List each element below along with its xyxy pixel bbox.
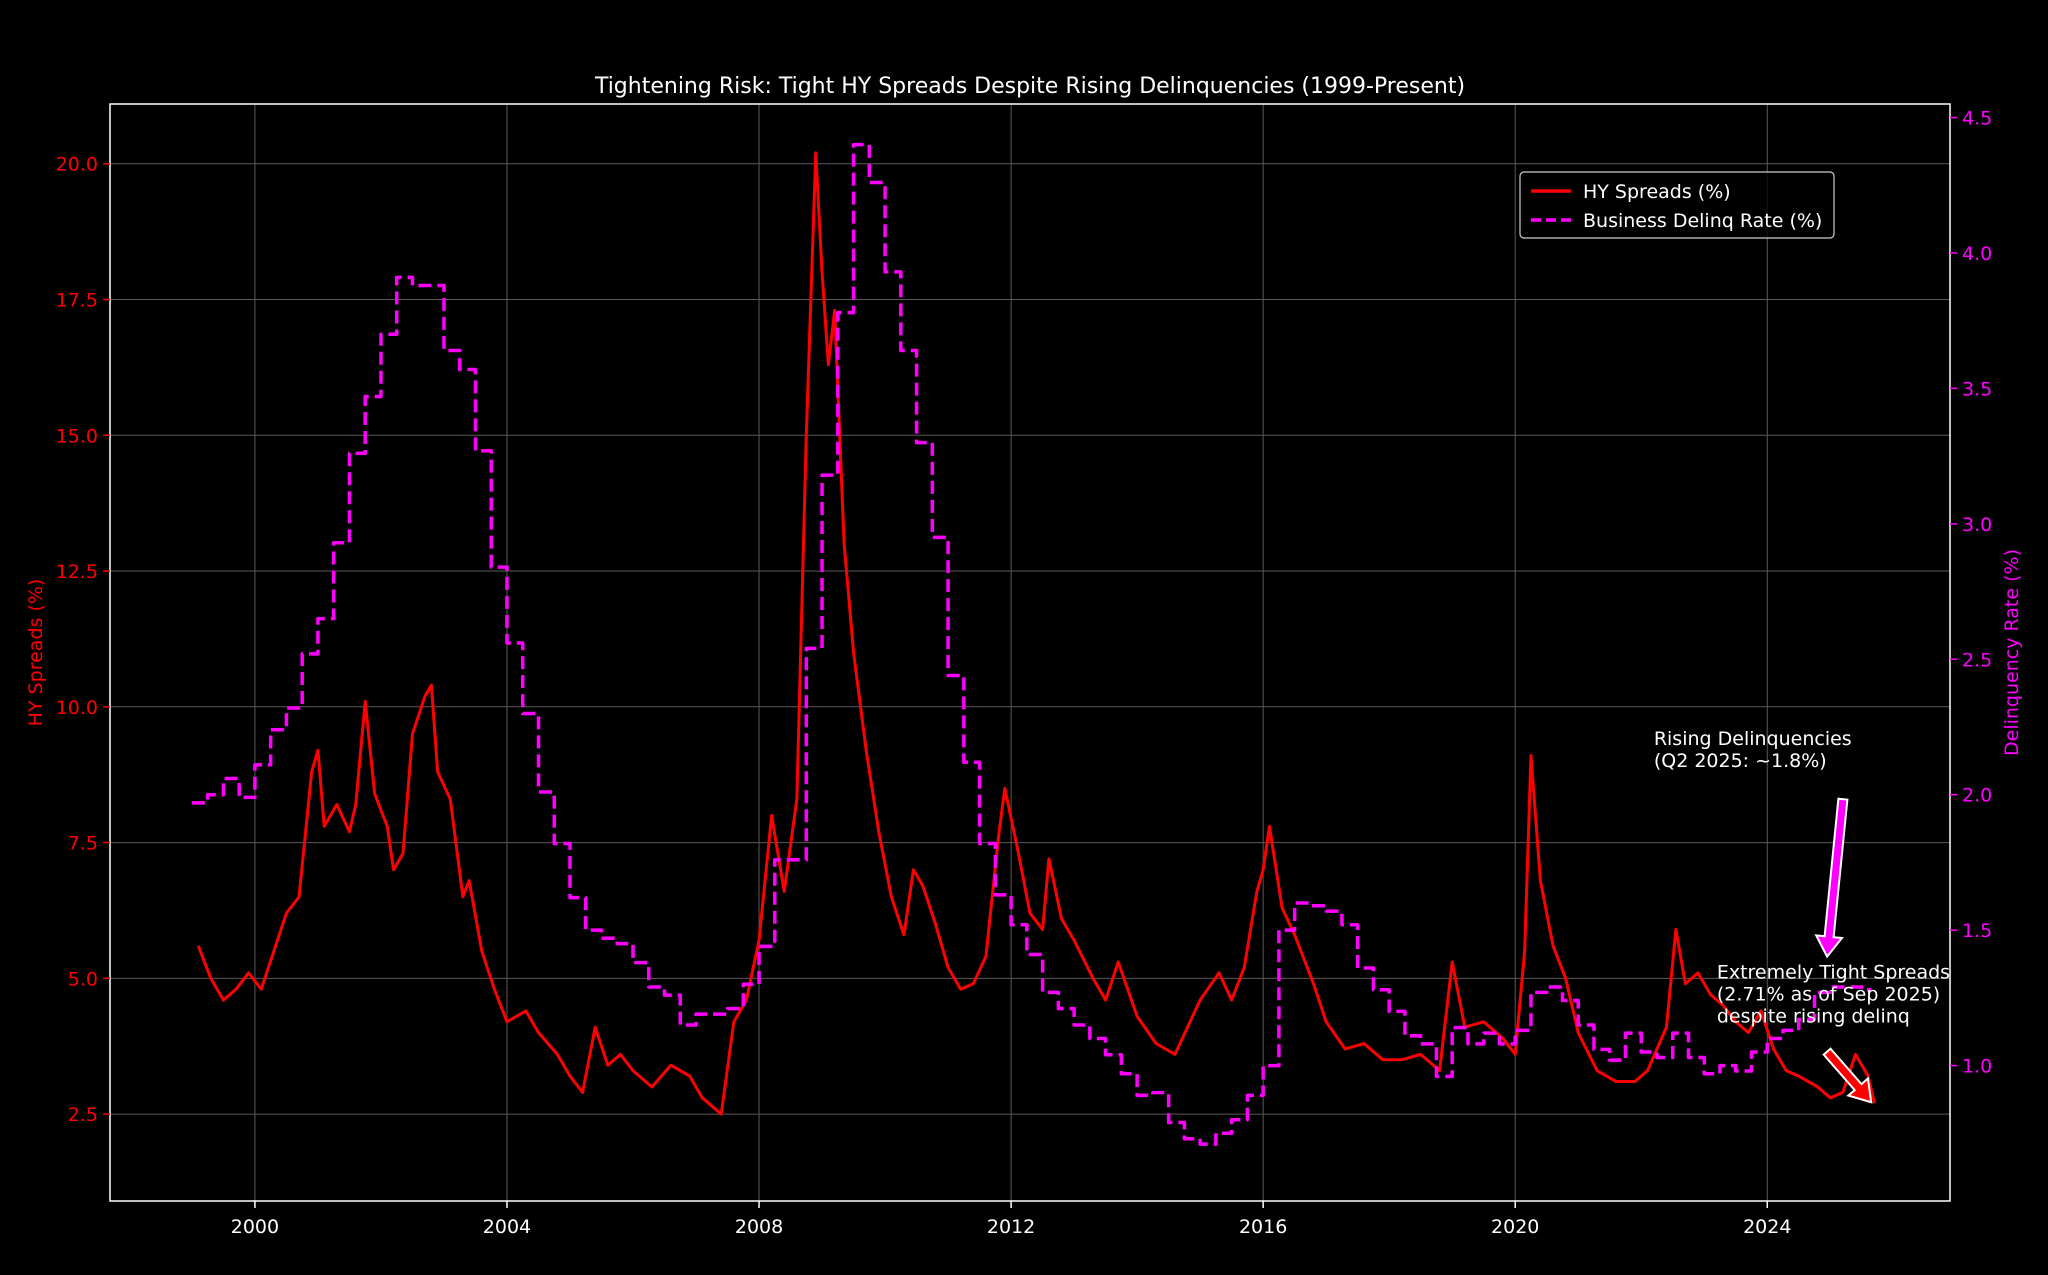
grid-lines [110,104,1950,1201]
x-tick-label: 2016 [1239,1216,1287,1238]
x-tick-label: 2004 [483,1216,531,1238]
y-left-tick-label: 17.5 [56,290,98,312]
annotation-arrow [1822,1047,1873,1104]
legend: HY Spreads (%) Business Delinq Rate (%) [1519,171,1835,239]
hy-spreads-line [196,151,1876,1116]
annotation-text-line: Extremely Tight Spreads [1717,961,1950,983]
y-left-tick-label: 5.0 [68,968,98,990]
y-left-tick-label: 20.0 [56,154,98,176]
legend-box [1519,171,1835,239]
plot-frame [109,103,1951,1202]
annotation-text-line: despite rising delinq [1717,1005,1910,1027]
annotation-arrow [1814,797,1849,959]
annotations: Rising Delinquencies(Q2 2025: ~1.8%) Extr… [1654,728,1950,1104]
y-right-axis-title: Delinquency Rate (%) [2001,549,2023,756]
y-left-tick-label: 10.0 [56,697,98,719]
x-tick-label: 2012 [987,1216,1035,1238]
legend-label: Business Delinq Rate (%) [1583,210,1822,232]
x-tick-label: 2008 [735,1216,783,1238]
y-left-tick-label: 12.5 [56,561,98,583]
y-right-tick-label: 4.0 [1962,243,1992,265]
y-right-tick-label: 2.0 [1962,785,1992,807]
y-right-tick-label: 2.5 [1962,649,1992,671]
y-right-tick-label: 4.5 [1962,108,1992,130]
x-tick-label: 2020 [1491,1216,1539,1238]
annotation-text-line: (Q2 2025: ~1.8%) [1654,750,1827,772]
y-right-tick-label: 3.5 [1962,378,1992,400]
annotation-text-line: (2.71% as of Sep 2025) [1717,983,1940,1005]
x-tick-label: 2024 [1743,1216,1791,1238]
axes: 2000 2004 2008 2012 2016 2020 2024 2.5 5.0 7.5 10.… [25,103,2023,1238]
y-left-tick-label: 7.5 [68,833,98,855]
series-lines [191,142,1876,1146]
y-left-tick-label: 15.0 [56,425,98,447]
delinq-rate-line [191,142,1872,1146]
y-left-axis-title: HY Spreads (%) [25,579,47,727]
y-right-tick-label: 1.5 [1962,920,1992,942]
legend-label: HY Spreads (%) [1583,181,1731,203]
chart-title: Tightening Risk: Tight HY Spreads Despit… [594,74,1465,99]
y-right-tick-label: 3.0 [1962,514,1992,536]
x-tick-label: 2000 [231,1216,279,1238]
y-right-tick-label: 1.0 [1962,1056,1992,1078]
y-left-tick-label: 2.5 [68,1104,98,1126]
annotation-text-line: Rising Delinquencies [1654,728,1852,750]
